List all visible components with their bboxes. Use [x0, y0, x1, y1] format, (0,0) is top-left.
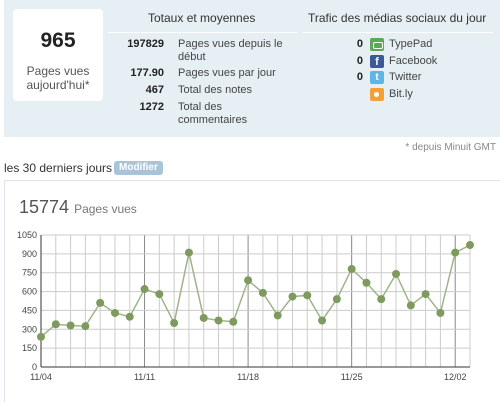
y-tick-label: 600 — [22, 287, 37, 297]
y-tick-label: 750 — [22, 268, 37, 278]
y-tick-label: 0 — [32, 362, 37, 372]
data-point[interactable] — [244, 276, 253, 285]
chart-axes: 0 150 300 450 600 750 900 1050 11/04 11/11 11/18 11… — [17, 230, 470, 382]
x-tick-label: 11/25 — [341, 372, 363, 382]
data-point[interactable] — [184, 248, 193, 257]
facebook-icon: f — [370, 55, 384, 68]
data-point[interactable] — [81, 322, 90, 331]
chart-grid — [40, 234, 471, 368]
y-tick-label: 450 — [22, 305, 37, 315]
social-name: TypePad — [389, 38, 433, 50]
data-point[interactable] — [51, 320, 60, 329]
x-tick-label: 11/18 — [237, 372, 259, 382]
x-tick-label: 11/11 — [134, 372, 155, 382]
chart-header: 15774 Pages vues — [19, 197, 137, 218]
totals-divider — [108, 32, 298, 33]
x-tick-label: 12/02 — [444, 372, 467, 382]
totals-row: 467 Total des notes — [108, 84, 298, 98]
y-tick-label: 300 — [22, 324, 37, 334]
chart-total-value: 15774 — [19, 197, 70, 217]
pageviews-line-chart: 0 150 300 450 600 750 900 1050 11/04 11/11 11/18 11… — [17, 230, 474, 382]
y-tick-label: 150 — [22, 343, 37, 353]
data-point[interactable] — [140, 285, 149, 294]
data-point[interactable] — [377, 295, 386, 304]
data-point[interactable] — [406, 301, 415, 310]
totals-label: Total des commentaires — [178, 101, 248, 126]
twitter-icon: t — [370, 71, 384, 84]
bitly-icon — [370, 88, 384, 101]
totals-row: 197829 Pages vues depuis le début — [108, 38, 298, 64]
data-point[interactable] — [332, 295, 341, 304]
data-point[interactable] — [347, 264, 356, 273]
data-point[interactable] — [362, 278, 371, 287]
social-name: Bit.ly — [389, 88, 413, 100]
data-point[interactable] — [155, 290, 164, 299]
footnote: * depuis Minuit GMT — [405, 142, 496, 153]
social-item-facebook[interactable]: 0 f Facebook — [353, 55, 493, 69]
social-name: Facebook — [389, 55, 438, 67]
totals-label: Pages vues par jour — [178, 67, 276, 79]
data-point[interactable] — [421, 290, 430, 299]
social-divider — [303, 32, 493, 33]
pageviews-series-points — [37, 241, 474, 341]
data-point[interactable] — [214, 316, 223, 325]
social-count: 0 — [356, 55, 363, 67]
totals-value: 467 — [145, 84, 164, 96]
totals-title: Totaux et moyennes — [148, 11, 256, 25]
pageviews-chart-panel: 15774 Pages vues — [4, 180, 500, 402]
today-pageviews-label: Pages vues aujourd'hui* — [26, 64, 90, 92]
chart-total-unit: Pages vues — [74, 202, 137, 216]
today-pageviews-box: 965 Pages vues aujourd'hui* — [13, 9, 103, 101]
stats-panel: 965 Pages vues aujourd'hui* Totaux et mo… — [4, 0, 500, 137]
data-point[interactable] — [96, 298, 105, 307]
social-count: 0 — [356, 38, 363, 50]
totals-value: 1272 — [139, 101, 164, 113]
modify-button[interactable]: Modifier — [114, 161, 163, 175]
social-item-typepad[interactable]: 0 TypePad — [353, 38, 493, 52]
social-count: 0 — [356, 71, 363, 83]
data-point[interactable] — [37, 332, 45, 341]
data-point[interactable] — [199, 313, 208, 322]
data-point[interactable] — [229, 317, 238, 326]
data-point[interactable] — [392, 269, 401, 278]
today-pageviews-value: 965 — [40, 29, 76, 52]
data-point[interactable] — [258, 288, 267, 297]
social-name: Twitter — [389, 71, 422, 83]
data-point[interactable] — [170, 319, 179, 327]
data-point[interactable] — [66, 321, 75, 330]
totals-value: 177.90 — [130, 67, 164, 79]
data-point[interactable] — [288, 292, 297, 301]
data-point[interactable] — [318, 316, 327, 325]
social-item-bitly[interactable]: Bit.ly — [353, 88, 493, 102]
data-point[interactable] — [110, 308, 119, 317]
totals-label: Pages vues depuis le début — [178, 38, 283, 63]
totals-value: 197829 — [127, 38, 164, 50]
y-tick-label: 1050 — [17, 230, 37, 240]
y-tick-label: 900 — [22, 249, 37, 259]
data-point[interactable] — [466, 241, 474, 250]
data-point[interactable] — [303, 291, 312, 300]
typepad-icon — [370, 38, 384, 51]
totals-row: 177.90 Pages vues par jour — [108, 67, 298, 81]
totals-row: 1272 Total des commentaires — [108, 101, 298, 127]
x-tick-label: 11/04 — [30, 372, 52, 382]
period-label: les 30 derniers jours — [4, 161, 113, 175]
data-point[interactable] — [125, 312, 134, 321]
totals-label: Total des notes — [178, 84, 252, 96]
social-title: Trafic des médias sociaux du jour — [308, 11, 487, 25]
data-point[interactable] — [436, 308, 445, 317]
social-item-twitter[interactable]: 0 t Twitter — [353, 71, 493, 85]
data-point[interactable] — [451, 248, 460, 257]
data-point[interactable] — [273, 311, 282, 320]
pageviews-series-line — [40, 244, 471, 338]
